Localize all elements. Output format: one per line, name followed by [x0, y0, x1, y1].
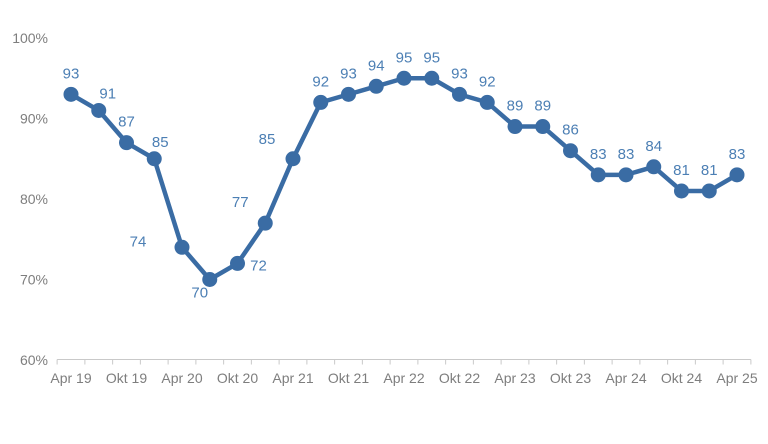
x-axis-tick-label: Apr 23	[494, 370, 535, 386]
data-point-label: 91	[99, 85, 116, 102]
data-point-label: 70	[191, 285, 208, 302]
y-axis-tick-label: 90%	[20, 111, 48, 127]
y-axis-tick-label: 70%	[20, 272, 48, 288]
data-point-marker[interactable]	[174, 239, 190, 255]
x-axis-tick-label: Okt 20	[217, 370, 258, 386]
data-point-label: 83	[729, 146, 746, 163]
data-point-label: 81	[673, 162, 690, 179]
data-point-label: 93	[451, 65, 468, 82]
data-point-marker[interactable]	[285, 151, 301, 167]
data-point-marker[interactable]	[424, 70, 440, 86]
data-point-marker[interactable]	[230, 255, 245, 271]
data-point-marker[interactable]	[396, 70, 412, 86]
data-point-marker[interactable]	[313, 94, 329, 110]
data-point-marker[interactable]	[618, 167, 634, 183]
data-point-label: 85	[152, 134, 169, 151]
data-point-marker[interactable]	[452, 86, 467, 102]
y-axis-tick-label: 80%	[20, 191, 48, 207]
data-point-marker[interactable]	[341, 86, 356, 102]
x-axis-tick-label: Apr 25	[716, 370, 757, 386]
data-point-marker[interactable]	[119, 135, 134, 151]
data-point-marker[interactable]	[535, 119, 551, 135]
data-point-label: 83	[590, 146, 607, 163]
data-point-marker[interactable]	[507, 119, 523, 135]
data-point-marker[interactable]	[368, 78, 384, 94]
data-point-label: 87	[118, 114, 135, 131]
data-point-label: 83	[618, 146, 635, 163]
x-axis-tick-label: Apr 20	[161, 370, 202, 386]
data-point-label: 81	[701, 162, 718, 179]
data-point-marker[interactable]	[146, 151, 162, 167]
data-point-marker[interactable]	[479, 94, 495, 110]
data-point-label: 95	[423, 49, 440, 66]
x-axis-tick-label: Apr 21	[272, 370, 313, 386]
x-axis-tick-label: Okt 21	[328, 370, 369, 386]
data-point-label: 72	[250, 257, 267, 274]
x-axis-tick-label: Okt 19	[106, 370, 147, 386]
y-axis-tick-label: 60%	[20, 352, 48, 368]
x-axis-tick-label: Apr 22	[383, 370, 424, 386]
data-point-marker[interactable]	[563, 143, 578, 159]
data-point-label: 95	[396, 49, 413, 66]
data-point-label: 92	[479, 73, 496, 90]
y-axis-tick-label: 100%	[12, 30, 48, 46]
data-point-marker[interactable]	[729, 167, 745, 183]
data-point-marker[interactable]	[701, 183, 717, 199]
data-point-label: 74	[130, 233, 147, 250]
data-point-marker[interactable]	[202, 272, 218, 287]
data-point-label: 84	[645, 138, 662, 155]
data-point-marker[interactable]	[257, 215, 273, 231]
x-axis-tick-label: Okt 24	[661, 370, 702, 386]
data-point-marker[interactable]	[674, 183, 689, 199]
x-axis-tick-label: Okt 23	[550, 370, 591, 386]
x-axis-tick-label: Apr 19	[50, 370, 91, 386]
x-axis-tick-label: Apr 24	[605, 370, 646, 386]
data-point-marker[interactable]	[646, 159, 662, 175]
data-point-label: 94	[368, 57, 385, 74]
trend-line	[68, 76, 740, 282]
data-point-marker[interactable]	[590, 167, 606, 183]
x-axis-tick-label: Okt 22	[439, 370, 480, 386]
data-point-label: 93	[340, 65, 357, 82]
data-point-label: 85	[259, 131, 276, 148]
data-point-label: 89	[534, 98, 551, 115]
data-point-label: 86	[562, 122, 579, 139]
data-point-label: 93	[63, 65, 80, 82]
data-point-label: 77	[232, 194, 249, 211]
data-point-marker[interactable]	[63, 86, 79, 102]
data-point-marker[interactable]	[91, 102, 107, 118]
data-point-label: 89	[507, 98, 524, 115]
data-point-label: 92	[312, 73, 329, 90]
